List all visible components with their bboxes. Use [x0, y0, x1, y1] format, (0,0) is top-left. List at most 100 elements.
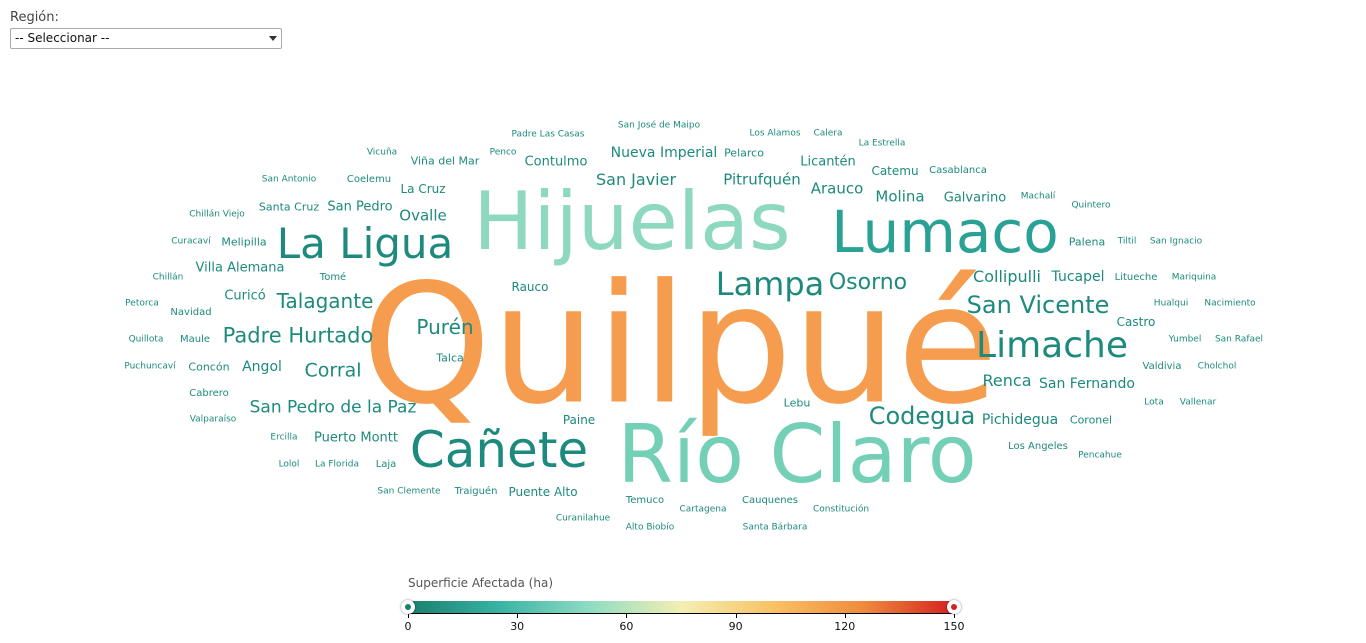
word-cloud-word[interactable]: Hualqui	[1153, 298, 1189, 309]
word-cloud-word[interactable]: Casablanca	[929, 165, 987, 176]
word-cloud-word[interactable]: Arauco	[810, 179, 864, 198]
word-cloud-word[interactable]: Quilpué	[361, 248, 999, 441]
word-cloud-word[interactable]: Pencahue	[1078, 450, 1122, 461]
word-cloud-word[interactable]: Osorno	[828, 270, 908, 295]
word-cloud-word[interactable]: Codegua	[868, 402, 976, 430]
word-cloud-word[interactable]: San Antonio	[261, 174, 317, 185]
word-cloud-word[interactable]: Coronel	[1069, 413, 1113, 427]
word-cloud-word[interactable]: Río Claro	[617, 408, 977, 501]
word-cloud-word[interactable]: La Ligua	[276, 219, 454, 268]
word-cloud-word[interactable]: Lebu	[783, 396, 811, 410]
legend-min-handle[interactable]	[401, 600, 415, 614]
word-cloud-word[interactable]: Vicuña	[366, 147, 398, 158]
word-cloud-word[interactable]: Licantén	[800, 154, 856, 170]
word-cloud-word[interactable]: Curacaví	[171, 236, 211, 247]
word-cloud-word[interactable]: Palena	[1068, 235, 1106, 249]
word-cloud-word[interactable]: Tomé	[319, 272, 347, 283]
word-cloud-word[interactable]: Pelarco	[724, 146, 764, 160]
word-cloud-word[interactable]: Coelemu	[346, 174, 392, 185]
word-cloud-word[interactable]: Navidad	[170, 307, 212, 318]
word-cloud-word[interactable]: Concón	[188, 360, 230, 374]
word-cloud-word[interactable]: Curicó	[224, 288, 266, 304]
word-cloud-word[interactable]: Chillán	[152, 272, 184, 283]
word-cloud-word[interactable]: Laja	[375, 459, 397, 470]
word-cloud-word[interactable]: San Ignacio	[1149, 236, 1203, 247]
word-cloud-word[interactable]: San Fernando	[1039, 376, 1135, 392]
word-cloud-word[interactable]: Catemu	[871, 164, 919, 178]
word-cloud-word[interactable]: Machalí	[1020, 191, 1056, 202]
word-cloud-word[interactable]: Rauco	[511, 280, 549, 294]
word-cloud-word[interactable]: La Cruz	[400, 182, 446, 196]
word-cloud-word[interactable]: Nacimiento	[1204, 298, 1256, 309]
word-cloud-word[interactable]: Renca	[982, 371, 1032, 390]
word-cloud-word[interactable]: Corral	[304, 359, 362, 382]
word-cloud-word[interactable]: Lumaco	[831, 198, 1059, 266]
word-cloud-word[interactable]: Lota	[1144, 397, 1164, 408]
word-cloud-word[interactable]: Alto Biobío	[625, 522, 675, 533]
word-cloud-word[interactable]: Cauquenes	[742, 495, 798, 506]
region-select[interactable]: -- Seleccionar --	[10, 28, 282, 49]
word-cloud-word[interactable]: Collipulli	[973, 267, 1041, 286]
word-cloud-word[interactable]: San Javier	[595, 170, 677, 189]
word-cloud-word[interactable]: Quintero	[1071, 200, 1111, 211]
word-cloud-word[interactable]: Viña del Mar	[410, 154, 480, 168]
word-cloud-word[interactable]: Pichidegua	[981, 412, 1059, 428]
word-cloud-word[interactable]: Padre Las Casas	[511, 129, 585, 140]
word-cloud-word[interactable]: Nueva Imperial	[610, 145, 718, 161]
word-cloud-word[interactable]: Cholchol	[1197, 361, 1237, 372]
word-cloud-word[interactable]: San Pedro	[327, 199, 393, 215]
word-cloud-word[interactable]: Temuco	[625, 495, 665, 506]
word-cloud-word[interactable]: Quillota	[128, 334, 164, 345]
word-cloud-word[interactable]: San José de Maipo	[617, 120, 701, 131]
word-cloud-word[interactable]: Cartagena	[679, 504, 727, 515]
word-cloud-word[interactable]: La Florida	[314, 459, 360, 470]
word-cloud-word[interactable]: Melipilla	[221, 235, 267, 249]
word-cloud-word[interactable]: Angol	[242, 359, 282, 375]
word-cloud-word[interactable]: Limache	[976, 325, 1128, 366]
word-cloud-word[interactable]: Villa Alemana	[195, 260, 285, 276]
word-cloud-word[interactable]: Galvarino	[943, 190, 1007, 206]
word-cloud-word[interactable]: San Rafael	[1214, 334, 1264, 345]
word-cloud-word[interactable]: Yumbel	[1168, 334, 1202, 345]
word-cloud-word[interactable]: Los Alamos	[749, 128, 801, 139]
word-cloud-word[interactable]: Chillán Viejo	[189, 209, 245, 220]
word-cloud-word[interactable]: Pitrufquén	[723, 170, 801, 189]
word-cloud-word[interactable]: Valparaíso	[189, 414, 237, 425]
word-cloud-word[interactable]: Castro	[1116, 315, 1156, 329]
word-cloud-word[interactable]: Hijuelas	[473, 175, 791, 268]
word-cloud-word[interactable]: San Clemente	[377, 486, 441, 497]
legend-max-handle[interactable]	[947, 600, 961, 614]
word-cloud-word[interactable]: Calera	[813, 128, 843, 139]
word-cloud-word[interactable]: Mariquina	[1171, 272, 1217, 283]
word-cloud-word[interactable]: Ercilla	[270, 432, 298, 443]
word-cloud-word[interactable]: Paine	[562, 413, 596, 427]
word-cloud-word[interactable]: Penco	[489, 147, 517, 158]
word-cloud-word[interactable]: Los Angeles	[1008, 441, 1068, 452]
word-cloud-word[interactable]: Traiguén	[454, 486, 498, 497]
word-cloud-word[interactable]: Purén	[416, 315, 474, 339]
word-cloud-word[interactable]: Molina	[875, 187, 925, 206]
word-cloud-word[interactable]: San Pedro de la Paz	[249, 397, 417, 418]
word-cloud-word[interactable]: Lolol	[278, 459, 300, 470]
word-cloud-word[interactable]: Curanilahue	[555, 513, 611, 524]
word-cloud-word[interactable]: Santa Cruz	[258, 200, 320, 214]
word-cloud-word[interactable]: Vallenar	[1179, 397, 1217, 408]
word-cloud-word[interactable]: Litueche	[1114, 272, 1158, 283]
word-cloud-word[interactable]: Padre Hurtado	[222, 323, 374, 348]
word-cloud-word[interactable]: Cabrero	[189, 388, 229, 399]
word-cloud-word[interactable]: Maule	[179, 334, 211, 345]
word-cloud-word[interactable]: Constitución	[812, 504, 870, 515]
word-cloud-word[interactable]: La Estrella	[858, 138, 906, 149]
word-cloud-word[interactable]: Cañete	[409, 421, 589, 479]
word-cloud-word[interactable]: Puerto Montt	[314, 430, 398, 446]
word-cloud-word[interactable]: Tiltil	[1117, 236, 1137, 247]
word-cloud-word[interactable]: Santa Bárbara	[742, 522, 808, 533]
word-cloud-word[interactable]: Petorca	[125, 298, 159, 309]
word-cloud-word[interactable]: Contulmo	[524, 154, 588, 170]
word-cloud-word[interactable]: San Vicente	[966, 291, 1110, 319]
word-cloud-word[interactable]: Lampa	[715, 265, 825, 303]
word-cloud-word[interactable]: Tucapel	[1051, 269, 1105, 285]
word-cloud-word[interactable]: Ovalle	[399, 206, 447, 225]
word-cloud-word[interactable]: Puente Alto	[508, 485, 578, 499]
word-cloud-word[interactable]: Talagante	[276, 289, 374, 313]
